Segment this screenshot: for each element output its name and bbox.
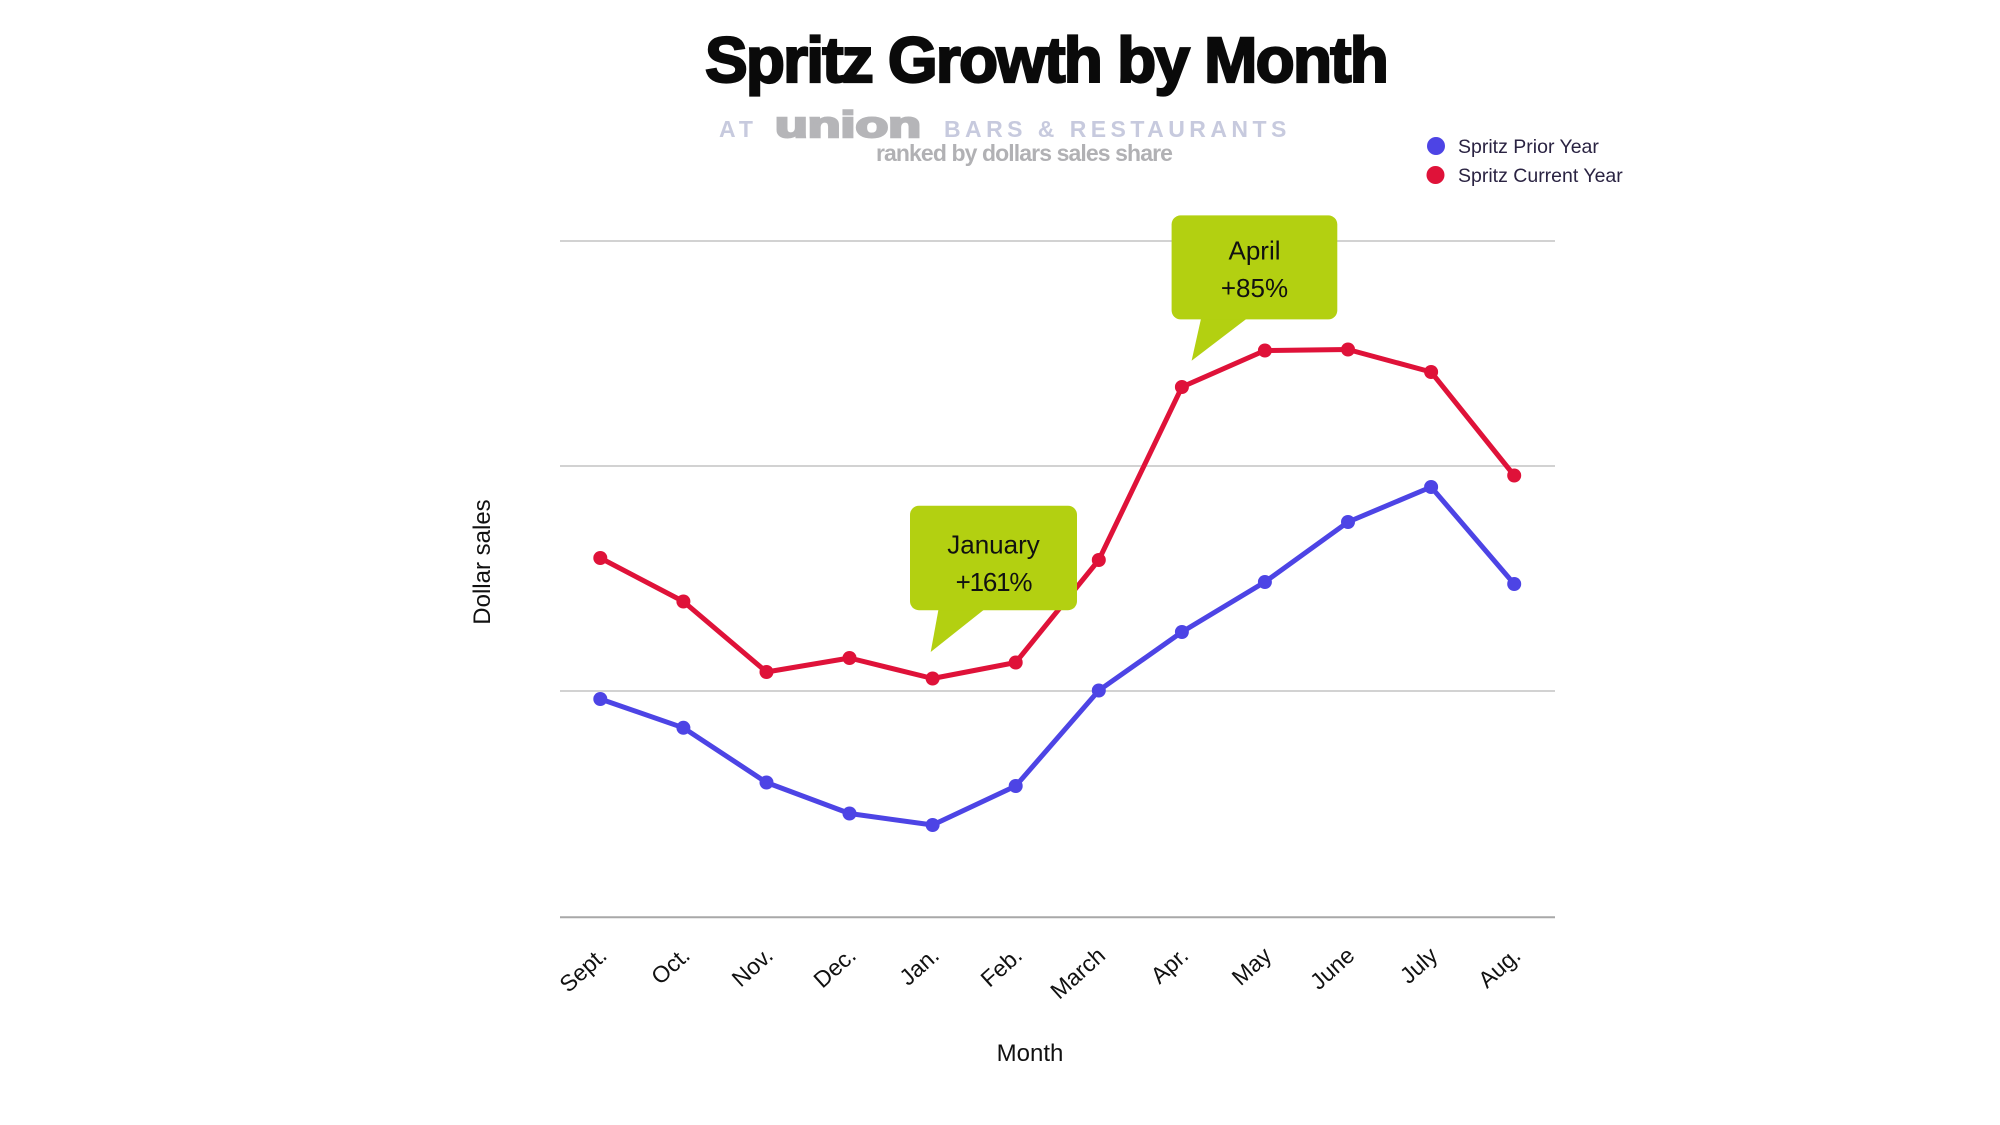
svg-text:AT: AT (719, 116, 758, 142)
svg-text:+161%: +161% (956, 567, 1033, 597)
svg-text:Spritz Prior Year: Spritz Prior Year (1458, 136, 1599, 158)
svg-text:January: January (947, 530, 1040, 560)
svg-text:ranked by dollars sales share: ranked by dollars sales share (876, 140, 1172, 166)
svg-text:Dollar sales: Dollar sales (469, 499, 496, 624)
svg-text:union: union (775, 104, 921, 145)
svg-text:April: April (1228, 236, 1280, 266)
svg-text:+85%: +85% (1221, 273, 1288, 303)
svg-text:Spritz Growth by Month: Spritz Growth by Month (705, 24, 1387, 96)
svg-text:BARS & RESTAURANTS: BARS & RESTAURANTS (944, 116, 1291, 142)
svg-text:Month: Month (997, 1040, 1064, 1067)
svg-text:Spritz Current Year: Spritz Current Year (1458, 165, 1623, 187)
